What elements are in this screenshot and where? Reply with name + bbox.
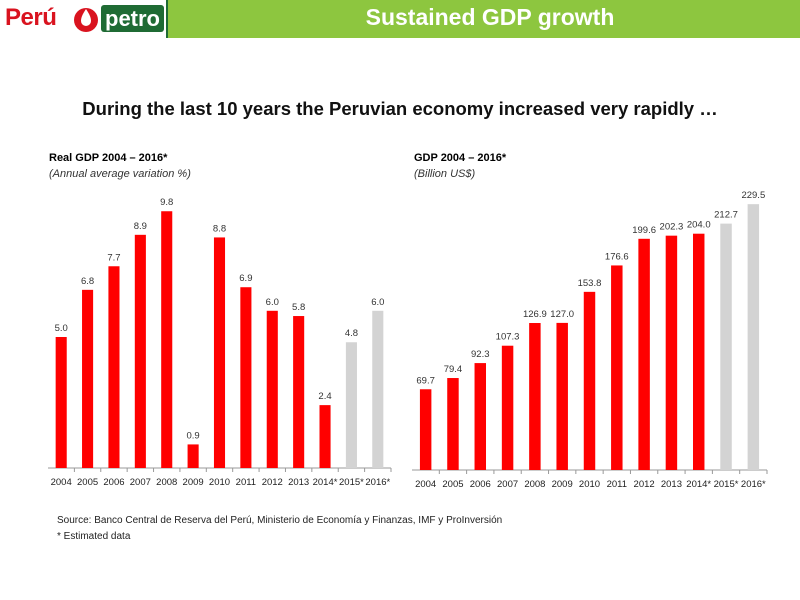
x-tick-label: 2011 (607, 479, 627, 490)
bar-2010 (583, 291, 596, 470)
x-tick-label: 2013 (661, 479, 682, 490)
x-tick-label: 2005 (442, 479, 463, 490)
bar-2013 (293, 316, 305, 468)
bar-2010 (213, 237, 226, 468)
bar-2014-est (692, 233, 705, 470)
data-label: 8.9 (134, 221, 147, 232)
data-label: 229.5 (741, 190, 765, 201)
x-tick-label: 2007 (497, 479, 518, 490)
bar-2007 (134, 234, 146, 468)
data-label: 5.0 (55, 323, 68, 334)
bar-2004 (419, 389, 432, 470)
bar-2005 (447, 378, 459, 470)
bar-2004 (55, 337, 67, 468)
bar-2007 (501, 345, 514, 470)
x-tick-label: 2014* (686, 479, 711, 490)
data-label: 0.9 (187, 430, 200, 441)
data-label: 7.7 (107, 252, 120, 263)
data-label: 176.6 (605, 251, 629, 262)
data-label: 204.0 (687, 220, 711, 231)
slide-title: Sustained GDP growth (365, 4, 615, 30)
x-tick-label: 2006 (103, 477, 124, 488)
data-label: 199.6 (632, 225, 656, 236)
bar-2011 (611, 265, 623, 470)
x-tick-label: 2010 (579, 479, 600, 490)
x-tick-label: 2007 (130, 477, 151, 488)
bar-2008 (161, 211, 173, 469)
data-label: 202.3 (660, 222, 684, 233)
oil-drop-icon (74, 8, 98, 32)
bar-2013 (665, 235, 678, 470)
data-label: 6.0 (266, 297, 279, 308)
real-gdp-bar-chart: 5.0 2004 6.8 2005 7.7 2006 8.9 2007 9.8 2008 0.9 20… (48, 197, 392, 488)
data-label: 9.8 (160, 197, 173, 208)
data-label: 4.8 (345, 328, 358, 339)
data-label: 79.4 (444, 364, 463, 375)
x-tick-label: 2016* (365, 477, 390, 488)
bar-2012 (266, 310, 278, 468)
x-tick-label: 2012 (262, 477, 283, 488)
data-label: 6.9 (239, 273, 252, 284)
bar-2005 (82, 289, 94, 468)
chart2-subtitle: (Billion US$) (414, 168, 476, 180)
bar-2016-est (747, 204, 760, 470)
x-tick-label: 2004 (51, 477, 72, 488)
estimated-note: * Estimated data (57, 531, 131, 542)
x-tick-label: 2014* (313, 477, 338, 488)
data-label: 2.4 (318, 391, 331, 402)
bar-2006 (108, 266, 120, 468)
source-note: Source: Banco Central de Reserva del Per… (57, 515, 503, 526)
x-tick-label: 2015* (339, 477, 364, 488)
logo-text-petro: petro (101, 5, 164, 32)
x-tick-label: 2008 (524, 479, 545, 490)
data-label: 6.8 (81, 276, 94, 287)
x-tick-label: 2012 (634, 479, 655, 490)
x-tick-label: 2009 (183, 477, 204, 488)
bar-2015-est (345, 342, 357, 468)
x-tick-label: 2005 (77, 477, 98, 488)
chart2-title: GDP 2004 – 2016* (414, 152, 507, 164)
x-tick-label: 2008 (156, 477, 177, 488)
chart1-subtitle: (Annual average variation %) (49, 168, 191, 180)
x-tick-label: 2011 (236, 477, 256, 488)
bar-2015-est (720, 223, 732, 470)
data-label: 6.0 (371, 297, 384, 308)
bar-2014-est (319, 405, 331, 468)
data-label: 212.7 (714, 210, 738, 221)
header-bar: Perú petro Sustained GDP growth (0, 0, 800, 38)
data-label: 107.3 (496, 332, 520, 343)
data-label: 153.8 (578, 278, 602, 289)
data-label: 5.8 (292, 302, 305, 313)
bar-2006 (474, 363, 487, 470)
x-tick-label: 2006 (470, 479, 491, 490)
bar-2011 (240, 287, 252, 468)
x-tick-label: 2010 (209, 477, 230, 488)
x-tick-label: 2016* (741, 479, 766, 490)
x-tick-label: 2015* (714, 479, 739, 490)
bar-2009 (556, 322, 568, 470)
data-label: 127.0 (550, 309, 574, 320)
data-label: 69.7 (416, 375, 435, 386)
bar-2009 (187, 444, 199, 468)
data-label: 92.3 (471, 349, 490, 360)
chart1-title: Real GDP 2004 – 2016* (49, 152, 168, 164)
data-label: 8.8 (213, 223, 226, 234)
peru-petro-logo: Perú petro (0, 0, 168, 38)
data-label: 126.9 (523, 309, 547, 320)
x-tick-label: 2013 (288, 477, 309, 488)
gdp-bar-chart: 69.7 2004 79.4 2005 92.3 2006 107.3 2007 126.9 20… (412, 190, 768, 490)
bar-2012 (638, 238, 650, 470)
headline: During the last 10 years the Peruvian ec… (82, 98, 718, 119)
bar-2016-est (372, 310, 384, 468)
logo-text-peru: Perú (5, 4, 57, 31)
bar-2008 (529, 323, 541, 470)
x-tick-label: 2004 (415, 479, 436, 490)
x-tick-label: 2009 (552, 479, 573, 490)
